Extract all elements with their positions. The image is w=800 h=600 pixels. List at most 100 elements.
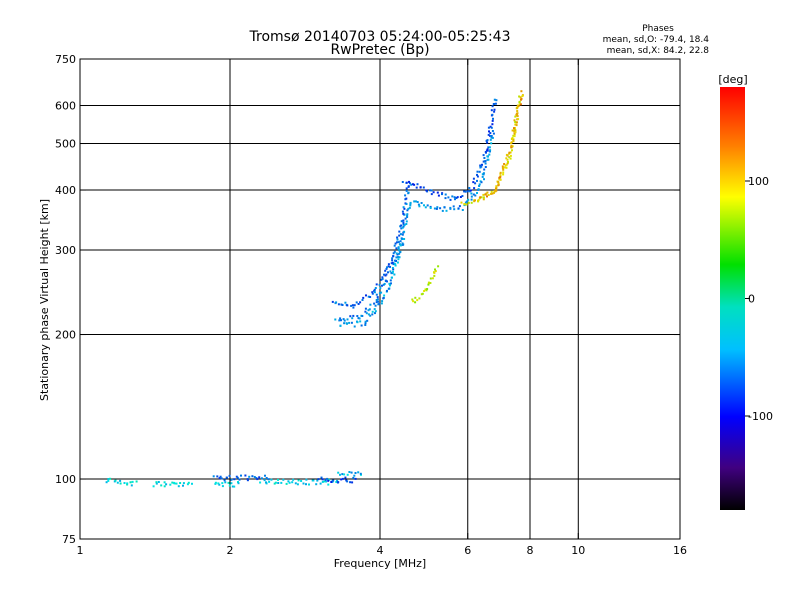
data-point (191, 482, 193, 485)
data-point (419, 186, 422, 189)
colorbar-label: [deg] (718, 73, 747, 86)
data-point (351, 317, 354, 320)
data-point (233, 485, 236, 488)
data-point (395, 247, 398, 250)
data-point (487, 158, 490, 161)
data-points (105, 90, 524, 488)
data-point (389, 270, 392, 273)
data-point (493, 190, 496, 193)
data-point (510, 146, 513, 148)
data-point (390, 282, 392, 285)
data-point (463, 190, 466, 193)
data-point (474, 199, 476, 202)
data-point (399, 233, 402, 236)
data-point (367, 313, 370, 316)
data-point (346, 318, 349, 321)
data-point (509, 154, 512, 157)
x-axis-label: Frequency [MHz] (334, 557, 426, 570)
data-point (349, 481, 352, 484)
data-point (336, 479, 339, 482)
data-point (408, 180, 410, 183)
colorbar-tick-label: 0 (748, 293, 755, 306)
data-point (230, 478, 233, 481)
data-point (490, 135, 493, 137)
data-point (341, 304, 344, 306)
data-point (489, 132, 492, 135)
data-point (169, 483, 172, 486)
data-point (470, 201, 473, 204)
data-point (512, 134, 515, 137)
data-point (387, 263, 390, 266)
colorbar-tick-label: -100 (748, 410, 773, 423)
data-point (478, 170, 481, 173)
data-point (345, 322, 348, 325)
data-point (280, 481, 283, 484)
data-point (489, 149, 492, 152)
data-point (415, 186, 418, 189)
data-point (444, 193, 447, 196)
colorbar-tick-label: 100 (748, 175, 769, 188)
data-point (297, 479, 300, 482)
data-point (392, 252, 395, 255)
data-point (518, 95, 521, 98)
data-point (505, 157, 508, 160)
data-point (514, 115, 517, 118)
data-point (378, 292, 381, 295)
data-point (320, 476, 323, 479)
data-point (490, 190, 493, 193)
data-point (431, 277, 434, 280)
data-point (518, 101, 521, 104)
data-point (218, 477, 221, 480)
data-point (497, 180, 500, 183)
data-point (435, 207, 438, 210)
data-point (263, 479, 266, 482)
data-point (397, 256, 400, 258)
data-point (379, 287, 382, 290)
data-point (495, 185, 498, 188)
data-point (265, 481, 267, 484)
data-point (466, 200, 468, 203)
data-point (237, 482, 240, 485)
data-point (116, 481, 119, 484)
data-point (256, 478, 259, 481)
data-point (479, 164, 482, 167)
data-point (165, 483, 168, 486)
data-point (491, 105, 494, 108)
data-point (520, 90, 523, 93)
data-point (324, 478, 327, 481)
data-point (403, 224, 406, 227)
data-point (163, 481, 166, 484)
data-point (411, 298, 414, 301)
data-point (484, 162, 487, 165)
data-point (492, 132, 495, 135)
data-point (480, 181, 483, 184)
data-point (432, 191, 435, 194)
data-point (237, 481, 239, 483)
data-point (352, 314, 355, 317)
data-point (490, 192, 492, 195)
data-point (405, 189, 408, 192)
data-point (354, 472, 357, 474)
data-point (392, 255, 395, 258)
data-point (486, 141, 489, 144)
data-point (388, 282, 391, 285)
data-point (187, 481, 190, 484)
data-point (292, 478, 295, 481)
data-point (508, 151, 511, 154)
data-point (486, 148, 489, 151)
data-point (469, 189, 472, 192)
data-point (506, 158, 509, 161)
data-point (491, 136, 494, 139)
data-point (126, 482, 129, 485)
data-point (401, 181, 404, 183)
y-tick-label: 500 (55, 138, 76, 151)
data-point (436, 191, 439, 194)
data-point (398, 252, 401, 255)
data-point (374, 304, 377, 307)
data-point (305, 483, 307, 486)
data-point (123, 482, 126, 484)
data-point (477, 188, 480, 191)
data-point (343, 473, 346, 476)
data-point (482, 172, 485, 175)
